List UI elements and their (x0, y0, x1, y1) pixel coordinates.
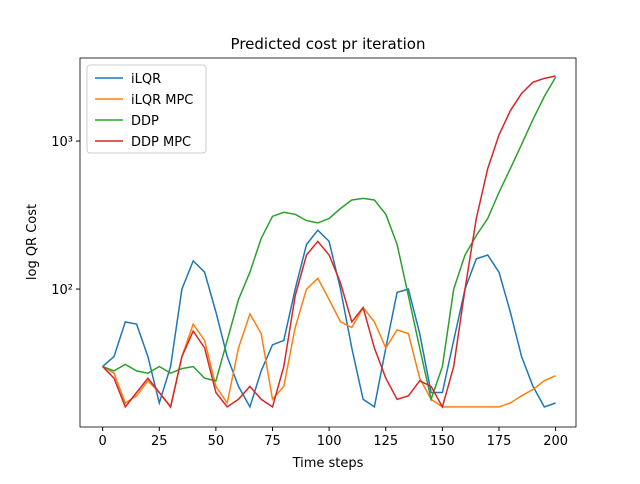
y-tick-label: 10² (51, 283, 73, 298)
x-tick-label: 75 (264, 434, 281, 449)
x-tick-label: 0 (99, 434, 107, 449)
x-tick-label: 150 (430, 434, 455, 449)
plot-frame (79, 57, 577, 428)
series-line (102, 75, 556, 409)
legend-label: iLQR MPC (131, 93, 193, 108)
x-tick-label: 175 (487, 434, 512, 449)
x-tick-label: 125 (373, 434, 398, 449)
legend-label: DDP MPC (131, 135, 191, 150)
legend-box (86, 64, 207, 154)
chart-title: Predicted cost pr iteration (231, 35, 426, 53)
y-tick-label: 10³ (51, 135, 73, 150)
legend-label: iLQR (131, 72, 161, 87)
x-tick-label: 100 (317, 434, 342, 449)
legend-label: DDP (131, 114, 159, 129)
x-tick-label: 25 (151, 434, 168, 449)
series-line (102, 229, 556, 409)
x-tick-label: 200 (543, 434, 568, 449)
y-axis-label: log QR Cost (25, 204, 40, 280)
x-axis-label: Time steps (292, 456, 364, 471)
series-line (102, 277, 556, 409)
x-tick-label: 50 (208, 434, 225, 449)
